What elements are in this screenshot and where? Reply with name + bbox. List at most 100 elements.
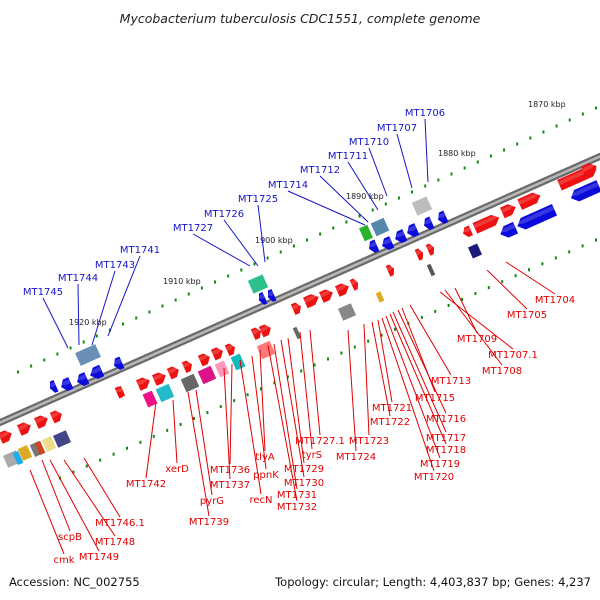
forward-gene-arrow — [290, 302, 301, 315]
leader-line — [287, 337, 305, 464]
gene-label[interactable]: MT1719 — [420, 459, 460, 470]
leader-line — [371, 321, 391, 417]
scale-tick — [17, 370, 19, 374]
scale-tick — [233, 399, 236, 403]
gene-label[interactable]: MT1749 — [79, 552, 119, 563]
scale-tick — [340, 351, 343, 355]
gene-label[interactable]: tyrS — [302, 450, 322, 461]
gene-label[interactable]: MT1709 — [457, 334, 497, 345]
scale-tick — [187, 292, 190, 296]
leader-line — [439, 291, 514, 350]
feature-block — [370, 217, 390, 237]
leader-line — [77, 283, 80, 346]
gene-label[interactable]: MT1716 — [426, 414, 466, 425]
gene-label[interactable]: recN — [249, 495, 272, 506]
gene-label[interactable]: tlyA — [255, 452, 275, 463]
scale-label: 1900 kbp — [255, 236, 293, 245]
scale-tick — [200, 286, 203, 290]
gene-label[interactable]: MT1712 — [300, 165, 340, 176]
scale-tick — [581, 112, 584, 116]
scale-tick — [219, 405, 222, 409]
gene-label[interactable]: MT1720 — [414, 472, 454, 483]
gene-label[interactable]: MT1724 — [336, 452, 376, 463]
scale-tick — [595, 238, 597, 242]
scale-tick — [300, 369, 303, 373]
reverse-gene-arrow — [49, 379, 59, 393]
gene-label[interactable]: MT1746.1 — [95, 518, 145, 529]
gene-label[interactable]: MT1744 — [58, 273, 98, 284]
scale-tick — [371, 208, 374, 212]
scale-tick — [463, 166, 466, 170]
gene-label[interactable]: MT1721 — [372, 403, 412, 414]
reverse-gene-arrow — [113, 356, 125, 370]
gene-label[interactable]: MT1718 — [426, 445, 466, 456]
gene-label[interactable]: scpB — [58, 532, 82, 543]
leader-line — [273, 343, 298, 490]
gene-label[interactable]: MT1731 — [277, 490, 317, 501]
leader-line — [319, 175, 369, 223]
gene-label[interactable]: MT1748 — [95, 537, 135, 548]
gene-label[interactable]: MT1725 — [238, 194, 278, 205]
gene-label[interactable]: MT1722 — [370, 417, 410, 428]
forward-gene-arrow — [517, 192, 541, 210]
scale-tick — [384, 202, 387, 206]
gene-label[interactable]: MT1710 — [349, 137, 389, 148]
scale-tick — [595, 106, 597, 110]
label-leader-lines — [29, 118, 556, 555]
gene-label[interactable]: xerD — [165, 464, 189, 475]
scale-label: 1880 kbp — [438, 149, 476, 158]
gene-label[interactable]: MT1708 — [482, 366, 522, 377]
gene-label[interactable]: MT1737 — [210, 480, 250, 491]
leader-line — [251, 355, 267, 470]
gene-label[interactable]: MT1726 — [204, 209, 244, 220]
gene-label[interactable]: MT1729 — [284, 464, 324, 475]
scale-tick — [69, 346, 72, 350]
gene-label[interactable]: MT1742 — [126, 479, 166, 490]
scale-tick — [437, 178, 440, 182]
gene-label[interactable]: ppnK — [253, 470, 279, 481]
forward-gene-arrow — [224, 343, 235, 356]
forward-gene-arrow — [500, 204, 516, 219]
gene-label[interactable]: MT1741 — [120, 245, 160, 256]
gene-label[interactable]: MT1707.1 — [488, 350, 538, 361]
scale-tick — [514, 274, 517, 278]
gene-label[interactable]: MT1730 — [284, 478, 324, 489]
gene-label[interactable]: MT1727.1 — [295, 436, 345, 447]
gene-label[interactable]: cmk — [53, 555, 74, 566]
scale-tick — [528, 268, 530, 272]
gene-label[interactable]: MT1706 — [405, 108, 445, 119]
gene-label[interactable]: MT1736 — [210, 465, 250, 476]
gene-label[interactable]: MT1704 — [535, 295, 575, 306]
gene-label[interactable]: MT1732 — [277, 502, 317, 513]
scale-tick — [434, 309, 437, 313]
scale-tick — [394, 327, 396, 331]
leader-line — [368, 147, 388, 197]
scale-tick — [319, 232, 322, 236]
gene-label[interactable]: MT1705 — [507, 310, 547, 321]
gene-label[interactable]: MT1739 — [189, 517, 229, 528]
leader-line — [377, 319, 393, 403]
scale-tick — [193, 417, 195, 420]
gene-label[interactable]: MT1711 — [328, 151, 368, 162]
feature-block — [17, 445, 33, 461]
gene-label[interactable]: MT1743 — [95, 260, 135, 271]
genome-title: Mycobacterium tuberculosis CDC1551, comp… — [120, 11, 481, 26]
reverse-gene-arrow — [570, 180, 600, 202]
scale-tick — [489, 154, 492, 158]
scale-tick — [240, 268, 243, 272]
gene-label[interactable]: MT1717 — [426, 433, 466, 444]
scale-tick — [313, 363, 316, 367]
gene-label[interactable]: MT1723 — [349, 436, 389, 447]
leader-line — [396, 133, 413, 189]
feature-block — [142, 390, 158, 408]
scale-tick — [253, 262, 256, 266]
gene-label[interactable]: MT1727 — [173, 223, 213, 234]
gene-label[interactable]: MT1715 — [415, 393, 455, 404]
leader-line — [223, 219, 259, 267]
gene-label[interactable]: MT1745 — [23, 287, 63, 298]
gene-label[interactable]: pyrG — [200, 496, 224, 507]
gene-label[interactable]: MT1714 — [268, 180, 308, 191]
leader-line — [280, 339, 305, 478]
gene-label[interactable]: MT1713 — [431, 376, 471, 387]
gene-label[interactable]: MT1707 — [377, 123, 417, 134]
